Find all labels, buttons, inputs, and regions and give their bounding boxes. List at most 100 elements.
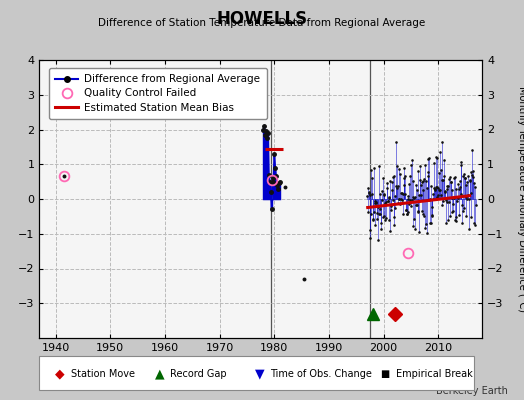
Point: [438, 202, 446, 208]
Point: [414, 208, 422, 214]
Point: [379, 174, 387, 181]
Point: [384, 198, 392, 204]
Point: [432, 155, 441, 161]
Point: [414, 209, 423, 215]
Point: [447, 178, 455, 185]
Point: [467, 190, 476, 196]
Point: [377, 226, 386, 232]
Point: [388, 174, 397, 180]
Point: [377, 219, 385, 226]
Point: [454, 194, 462, 201]
Point: [436, 149, 444, 156]
Text: ◆: ◆: [56, 367, 65, 380]
Point: [417, 182, 425, 188]
Point: [395, 196, 403, 202]
Point: [443, 199, 451, 205]
Point: [367, 167, 375, 174]
Point: [411, 181, 420, 188]
Point: [441, 196, 450, 203]
Point: [424, 156, 433, 162]
Point: [439, 198, 447, 204]
Point: [386, 178, 395, 184]
Point: [281, 184, 289, 190]
Point: [403, 209, 412, 215]
Point: [410, 216, 418, 222]
Point: [451, 186, 460, 192]
Point: [397, 190, 405, 196]
Point: [446, 179, 455, 186]
Point: [385, 194, 393, 200]
Point: [430, 185, 438, 191]
Point: [391, 205, 400, 211]
Point: [452, 218, 461, 224]
Point: [387, 203, 395, 210]
Point: [60, 173, 68, 180]
Point: [367, 211, 376, 217]
Point: [407, 202, 416, 209]
Text: Time of Obs. Change: Time of Obs. Change: [270, 369, 372, 378]
Point: [378, 188, 386, 195]
Point: [421, 221, 430, 228]
Point: [388, 187, 396, 193]
Point: [416, 163, 424, 169]
Point: [368, 217, 377, 223]
Point: [372, 200, 380, 206]
Point: [422, 230, 431, 236]
Point: [460, 170, 468, 177]
Point: [426, 196, 434, 202]
Point: [380, 212, 389, 219]
Point: [399, 182, 408, 188]
Point: [376, 211, 384, 218]
Point: [383, 185, 391, 191]
Point: [418, 178, 427, 185]
Point: [445, 174, 454, 181]
Point: [379, 192, 388, 198]
Point: [374, 204, 382, 210]
Point: [456, 159, 465, 165]
Point: [425, 197, 433, 204]
Point: [438, 177, 446, 184]
Text: Berkeley Earth: Berkeley Earth: [436, 386, 508, 396]
Point: [431, 184, 440, 190]
Point: [372, 198, 380, 205]
Point: [392, 139, 400, 145]
Point: [467, 169, 475, 176]
Point: [471, 202, 479, 208]
Point: [385, 195, 393, 201]
Point: [463, 179, 471, 185]
Point: [413, 202, 421, 208]
Point: [412, 186, 421, 193]
Point: [400, 165, 408, 172]
Point: [424, 172, 432, 179]
Point: [370, 164, 378, 171]
Text: Empirical Break: Empirical Break: [396, 369, 472, 378]
Legend: Difference from Regional Average, Quality Control Failed, Estimated Station Mean: Difference from Regional Average, Qualit…: [49, 68, 267, 119]
Point: [407, 162, 415, 169]
Point: [300, 276, 309, 282]
Point: [423, 185, 431, 191]
Point: [402, 211, 411, 218]
Point: [433, 194, 441, 200]
Point: [427, 220, 435, 227]
Point: [403, 211, 411, 217]
Point: [390, 214, 399, 220]
Point: [384, 198, 392, 204]
Point: [445, 176, 453, 182]
Point: [451, 217, 459, 224]
Point: [457, 191, 465, 197]
Point: [387, 207, 396, 214]
Point: [406, 197, 414, 203]
Point: [463, 196, 472, 202]
Point: [447, 209, 456, 216]
Point: [411, 194, 419, 200]
Point: [399, 211, 407, 217]
Point: [364, 208, 373, 215]
Point: [421, 162, 430, 168]
Point: [383, 180, 391, 186]
Point: [455, 184, 464, 190]
Point: [446, 213, 454, 219]
Point: [451, 174, 460, 180]
Point: [434, 185, 443, 192]
Point: [398, 190, 407, 197]
Point: [459, 208, 467, 215]
